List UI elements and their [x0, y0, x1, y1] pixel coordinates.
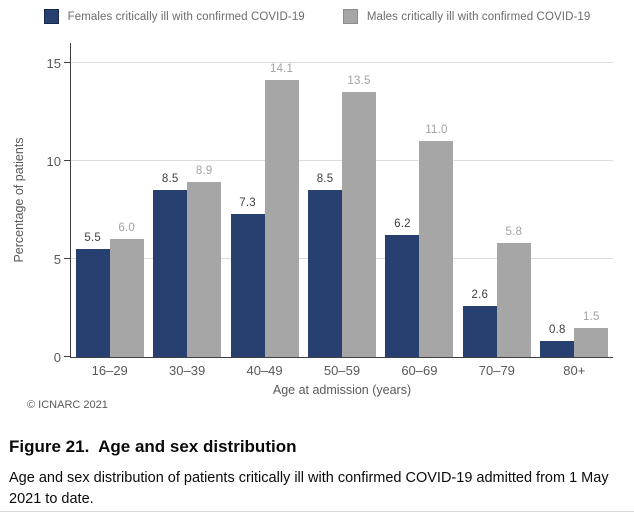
- bar-value-label: 2.6: [471, 288, 489, 301]
- y-tick-label: 10: [46, 153, 61, 169]
- bar: [264, 80, 299, 357]
- bar-value-label: 5.8: [505, 226, 523, 239]
- legend-item-males: Males critically ill with confirmed COVI…: [342, 9, 591, 24]
- y-tick-mark: [64, 356, 70, 357]
- bar: [419, 141, 454, 357]
- y-tick-label: 5: [53, 251, 61, 267]
- bar: [574, 327, 609, 357]
- bar: [540, 341, 575, 357]
- female-series-swatch-icon: [43, 9, 59, 24]
- copyright-note: © ICNARC 2021: [27, 399, 108, 411]
- x-tick-label: 50–59: [323, 363, 361, 378]
- y-tick-label: 15: [46, 55, 61, 71]
- legend-label-females: Females critically ill with confirmed CO…: [67, 10, 305, 23]
- bar-value-label: 7.3: [239, 196, 256, 209]
- bottom-divider: [0, 511, 634, 512]
- y-tick-mark: [64, 160, 70, 162]
- bar: [109, 239, 144, 357]
- bar-value-label: 8.9: [195, 165, 213, 178]
- x-axis-title: Age at admission (years): [272, 383, 412, 397]
- x-tick-label: 60–69: [401, 363, 438, 378]
- bar: [187, 182, 222, 357]
- y-tick-label: 0: [53, 350, 61, 365]
- legend-label-males: Males critically ill with confirmed COVI…: [366, 10, 591, 23]
- bar: [308, 190, 342, 357]
- y-tick-mark: [64, 62, 70, 64]
- figure-caption-title: Figure 21. Age and sex distribution: [9, 437, 297, 456]
- bar: [153, 190, 188, 357]
- x-tick-label: 80+: [563, 363, 586, 378]
- bar: [230, 213, 265, 357]
- x-tick-label: 40–49: [246, 363, 283, 378]
- bar: [496, 243, 531, 357]
- male-series-swatch-icon: [342, 9, 358, 24]
- gridline: [71, 61, 613, 63]
- bar-value-label: 0.8: [548, 324, 566, 337]
- bar-value-label: 6.2: [394, 218, 411, 231]
- bar: [462, 305, 497, 357]
- plot-area: Percentage of patients Age at admission …: [12, 43, 613, 397]
- bar-value-label: 5.5: [84, 232, 102, 245]
- bar: [342, 92, 376, 357]
- bar-value-label: 8.5: [161, 173, 179, 186]
- figure-caption-body: Age and sex distribution of patients cri…: [9, 470, 609, 507]
- legend-item-females: Females critically ill with confirmed CO…: [43, 9, 305, 24]
- bar: [385, 235, 420, 357]
- chart-legend: Females critically ill with confirmed CO…: [0, 9, 634, 24]
- x-tick-label: 70–79: [478, 363, 515, 378]
- bar: [75, 249, 110, 357]
- bar-value-label: 8.5: [316, 173, 334, 186]
- bar-value-label: 6.0: [118, 222, 135, 235]
- y-tick-mark: [64, 258, 70, 260]
- bar-value-label: 14.1: [269, 63, 294, 76]
- bar-value-label: 11.0: [425, 124, 448, 137]
- bar-value-label: 1.5: [582, 310, 600, 323]
- y-axis-title: Percentage of patients: [12, 137, 26, 263]
- x-tick-label: 16–29: [91, 363, 128, 378]
- x-tick-label: 30–39: [169, 363, 206, 378]
- bar-value-label: 13.5: [347, 75, 371, 88]
